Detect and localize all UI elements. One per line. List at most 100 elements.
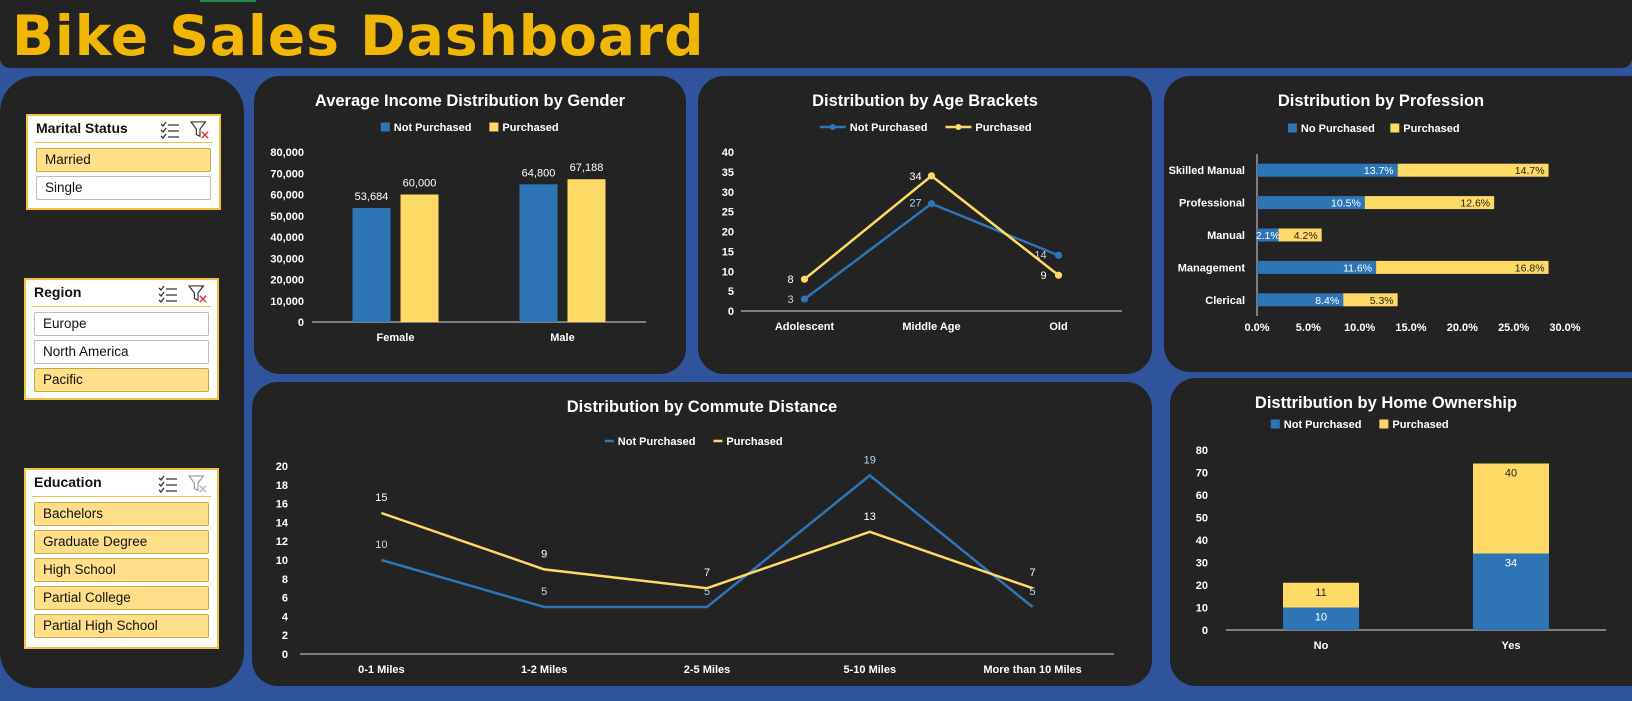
- y-tick-label: 10: [1196, 603, 1208, 615]
- bar-segment: [1397, 163, 1549, 177]
- data-label: 53,684: [355, 191, 389, 203]
- legend-marker: [1390, 123, 1400, 133]
- slicer-marital-status: Marital Status Married Single: [26, 114, 221, 210]
- data-label: 40: [1505, 468, 1517, 480]
- x-tick-label: 5-10 Miles: [844, 664, 897, 676]
- data-label: 13: [864, 511, 876, 523]
- slicer-header-divider: [34, 142, 213, 143]
- data-label: 16.8%: [1515, 262, 1545, 274]
- multi-select-icon[interactable]: [158, 475, 178, 493]
- y-tick-label: 60: [1196, 490, 1208, 502]
- data-label: 5: [704, 586, 710, 598]
- commute-chart: Not Purchased Purchased 0 2 4 6 8 10 12 14 16 18 20 0…: [276, 436, 1114, 676]
- slicer-item-partial-high-school[interactable]: Partial High School: [34, 614, 209, 638]
- y-tick-label: 50,000: [270, 211, 304, 223]
- bar-segment: [1473, 553, 1549, 630]
- x-tick-label: Male: [550, 332, 574, 344]
- slicer-item-bachelors[interactable]: Bachelors: [34, 502, 209, 526]
- slicer-header-divider: [32, 306, 211, 307]
- y-tick-label: 14: [276, 517, 289, 529]
- slicer-education: Education Bachelors Graduate Degree High…: [24, 468, 219, 649]
- y-tick-label: 6: [282, 593, 288, 605]
- slicer-item-north-america[interactable]: North America: [34, 340, 209, 364]
- home-chart: Not Purchased Purchased 0 10 20 30 40 50 60 70 80 1…: [1196, 419, 1606, 652]
- data-label: 3: [787, 294, 793, 306]
- y-tick-label: 0: [298, 317, 304, 329]
- slicer-item-pacific[interactable]: Pacific: [34, 368, 209, 392]
- y-tick-label: 40,000: [270, 232, 304, 244]
- slicer-item-europe[interactable]: Europe: [34, 312, 209, 336]
- data-label: 34: [1505, 558, 1517, 570]
- bar: [567, 179, 606, 322]
- slicer-item-graduate-degree[interactable]: Graduate Degree: [34, 530, 209, 554]
- slicer-header-divider: [32, 496, 211, 497]
- x-tick-label: 15.0%: [1395, 322, 1426, 334]
- y-tick-label: 20: [276, 461, 288, 473]
- y-tick-label: 12: [276, 536, 288, 548]
- legend-label: Purchased: [502, 122, 558, 134]
- y-tick-label: 16: [276, 499, 288, 511]
- slicer-item-high-school[interactable]: High School: [34, 558, 209, 582]
- data-label: 8.4%: [1315, 295, 1339, 307]
- income-chart-panel: Average Income Distribution by Gender No…: [254, 76, 686, 374]
- data-point: [927, 200, 936, 208]
- x-tick-label: Middle Age: [902, 321, 960, 333]
- legend-label: Purchased: [1392, 419, 1448, 431]
- series-line: [803, 202, 1059, 301]
- legend-marker: [1287, 123, 1297, 133]
- clear-filter-icon[interactable]: [187, 285, 208, 303]
- legend-marker: [1379, 419, 1389, 429]
- profession-chart: No Purchased Purchased 0.0% 5.0% 10.0% 15.0% 2…: [1169, 123, 1581, 334]
- legend-label: Not Purchased: [1284, 419, 1362, 431]
- chart-title: Average Income Distribution by Gender: [314, 92, 626, 110]
- y-tick-label: 40: [722, 147, 734, 159]
- multi-select-icon[interactable]: [160, 121, 180, 139]
- data-label: 67,188: [570, 162, 604, 174]
- y-tick-label: 18: [276, 480, 288, 492]
- y-tick-label: 70: [1196, 468, 1208, 480]
- title-bar: Bike Sales Dashboard: [0, 0, 1632, 68]
- data-label: 5: [1030, 586, 1036, 598]
- x-tick-label: 25.0%: [1498, 322, 1529, 334]
- data-label: 8: [787, 274, 793, 286]
- series-line: [381, 473, 1034, 609]
- slicer-item-single[interactable]: Single: [36, 176, 211, 200]
- chart-title: Distribution by Commute Distance: [566, 398, 838, 416]
- y-tick-label: Manual: [1207, 230, 1245, 242]
- legend-label: Not Purchased: [850, 122, 928, 134]
- multi-select-icon[interactable]: [158, 285, 178, 303]
- bar: [519, 184, 558, 322]
- age-chart-panel: Distribution by Age Brackets Not Purchas…: [698, 76, 1152, 374]
- y-tick-label: 35: [722, 167, 734, 179]
- slicer-title: Education: [34, 474, 102, 490]
- y-tick-label: 20: [1196, 580, 1208, 592]
- series-line: [803, 174, 1060, 281]
- data-label: 14.7%: [1515, 165, 1545, 177]
- data-label: 27: [909, 198, 921, 210]
- y-tick-label: 25: [722, 207, 734, 219]
- bar-segment: [1257, 293, 1344, 307]
- data-label: 7: [704, 567, 710, 579]
- data-label: 9: [1040, 270, 1046, 282]
- bar-segment: [1343, 293, 1398, 307]
- slicer-item-married[interactable]: Married: [36, 148, 211, 172]
- data-label: 4.2%: [1294, 230, 1318, 242]
- legend-label: No Purchased: [1301, 123, 1375, 135]
- data-label: 60,000: [403, 178, 437, 190]
- bar-segment: [1283, 607, 1359, 630]
- data-point: [1054, 251, 1063, 259]
- profession-chart-panel: Distribution by Profession No Purchased P…: [1164, 76, 1632, 372]
- clear-filter-icon[interactable]: [187, 475, 208, 493]
- slicer-title: Marital Status: [36, 120, 128, 136]
- clear-filter-icon[interactable]: [189, 121, 210, 139]
- bar-segment: [1257, 196, 1365, 210]
- bar: [352, 207, 391, 322]
- legend-label: Purchased: [975, 122, 1031, 134]
- data-label: 10: [375, 539, 387, 551]
- legend-label: Not Purchased: [394, 122, 472, 134]
- y-tick-label: 15: [722, 246, 734, 258]
- legend-marker: [1270, 419, 1280, 429]
- bar-segment: [1473, 463, 1549, 554]
- y-tick-label: 30,000: [270, 253, 304, 265]
- slicer-item-partial-college[interactable]: Partial College: [34, 586, 209, 610]
